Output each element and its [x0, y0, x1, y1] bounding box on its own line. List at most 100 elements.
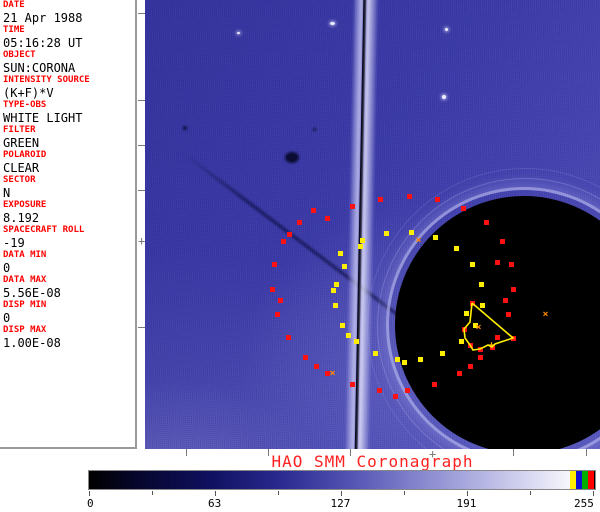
star-speck	[442, 95, 446, 99]
colorbar-minor-tick	[404, 491, 405, 495]
metadata-value: N	[3, 186, 11, 200]
metadata-field: DISP MAX 1.00E-08	[0, 325, 135, 350]
inner-ring-marker	[402, 360, 407, 365]
metadata-value: 1.00E-08	[3, 336, 61, 350]
axis-tick-left	[138, 190, 145, 191]
outer-ring-marker	[495, 260, 500, 265]
colorbar-special-swatch	[582, 471, 588, 489]
outer-ring-marker	[297, 220, 302, 225]
metadata-field: INTENSITY SOURCE (K+F)*V	[0, 75, 135, 100]
colorbar-tick-label: 255	[574, 497, 594, 510]
outer-ring-marker	[272, 262, 277, 267]
inner-ring-marker	[395, 357, 400, 362]
outer-ring-marker	[393, 394, 398, 399]
star-speck	[330, 22, 335, 25]
metadata-field: EXPOSURE 8.192	[0, 200, 135, 225]
outer-ring-marker	[457, 371, 462, 376]
inner-ring-marker	[480, 303, 485, 308]
inner-ring-marker	[473, 323, 478, 328]
inner-ring-marker	[459, 339, 464, 344]
metadata-label: DATA MAX	[3, 275, 47, 285]
star-speck	[237, 32, 240, 34]
colorbar-special-swatch	[576, 471, 582, 489]
inner-ring-marker	[358, 244, 363, 249]
metadata-value: SUN:CORONA	[3, 61, 76, 75]
metadata-field: POLAROID CLEAR	[0, 150, 135, 175]
metadata-label: DISP MIN	[3, 300, 47, 310]
metadata-field: TYPE-OBS WHITE LIGHT	[0, 100, 135, 125]
inner-ring-marker	[440, 351, 445, 356]
outer-ring-marker	[275, 312, 280, 317]
outer-ring-marker	[378, 197, 383, 202]
outer-ring-marker	[286, 335, 291, 340]
metadata-value: 8.192	[3, 211, 40, 225]
outer-ring-marker	[377, 388, 382, 393]
inner-ring-marker	[464, 311, 469, 316]
outer-ring-marker	[325, 371, 330, 376]
metadata-label: TIME	[3, 25, 25, 35]
metadata-value: CLEAR	[3, 161, 40, 175]
metadata-sidebar: DATE 21 Apr 1988 TIME 05:16:28 UT OBJECT SUN:…	[0, 0, 137, 449]
metadata-value: 5.56E-08	[3, 286, 61, 300]
inner-ring-marker	[373, 351, 378, 356]
axis-tick-left	[138, 145, 145, 146]
colorbar-special-swatch	[588, 471, 594, 489]
inner-ring-marker	[454, 246, 459, 251]
outer-ring-marker	[432, 382, 437, 387]
inner-ring-marker	[479, 282, 484, 287]
metadata-field: SECTOR N	[0, 175, 135, 200]
inner-ring-marker	[331, 288, 336, 293]
inner-ring-marker	[409, 230, 414, 235]
metadata-value: WHITE LIGHT	[3, 111, 83, 125]
outer-ring-marker	[311, 208, 316, 213]
x-marker-icon: ×	[542, 309, 549, 320]
axis-crosshair-bottom: +	[429, 447, 437, 461]
metadata-value: 05:16:28 UT	[3, 36, 83, 50]
metadata-label: POLAROID	[3, 150, 47, 160]
outer-ring-marker	[270, 287, 275, 292]
outer-ring-marker	[495, 335, 500, 340]
outer-ring-marker	[287, 232, 292, 237]
metadata-value: 21 Apr 1988	[3, 11, 83, 25]
x-marker-icon: ×	[475, 322, 482, 333]
dark-blob	[285, 152, 299, 163]
colorbar-ticks	[88, 491, 596, 497]
colorbar-minor-tick	[152, 491, 153, 495]
metadata-field: DISP MIN 0	[0, 300, 135, 325]
outer-ring-marker	[511, 287, 516, 292]
metadata-value: 0	[3, 261, 11, 275]
axis-tick-bottom	[586, 449, 587, 456]
outer-ring-marker	[350, 382, 355, 387]
metadata-label: SECTOR	[3, 175, 36, 185]
outer-ring-marker	[314, 364, 319, 369]
outer-ring-marker	[509, 262, 514, 267]
outer-ring-marker	[461, 206, 466, 211]
axis-tick-bottom	[186, 449, 187, 456]
outer-ring-marker	[484, 220, 489, 225]
page-title: HAO SMM Coronagraph	[271, 452, 474, 471]
inner-ring-marker	[342, 264, 347, 269]
dark-speck	[313, 128, 316, 131]
x-marker-icon: ×	[415, 235, 422, 246]
inner-ring-marker	[433, 235, 438, 240]
centroid-marker-icon: +	[488, 340, 495, 351]
inner-ring-marker	[384, 231, 389, 236]
colorbar-tick-label: 191	[456, 497, 477, 510]
colorbar-major-tick	[341, 491, 342, 496]
metadata-label: OBJECT	[3, 50, 36, 60]
inner-ring-marker	[418, 357, 423, 362]
outer-ring-marker	[281, 239, 286, 244]
coronagraph-image[interactable]: × × × × +	[145, 0, 600, 449]
colorbar-major-tick	[215, 491, 216, 496]
star-speck	[445, 28, 448, 31]
colorbar[interactable]: 0 63 127 191 255	[87, 470, 596, 510]
axis-tick-bottom	[513, 449, 514, 456]
colorbar-major-tick	[593, 491, 594, 496]
outer-ring-marker	[478, 355, 483, 360]
outer-ring-marker	[500, 239, 505, 244]
metadata-field: DATA MIN 0	[0, 250, 135, 275]
metadata-label: TYPE-OBS	[3, 100, 47, 110]
axis-crosshair-left: +	[138, 234, 146, 248]
inner-ring-marker	[334, 282, 339, 287]
colorbar-major-tick	[89, 491, 90, 496]
